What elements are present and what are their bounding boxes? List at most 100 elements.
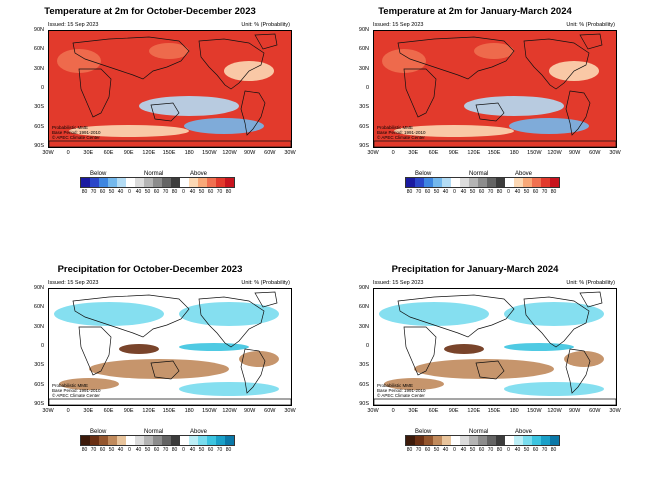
legend-swatch [135, 436, 144, 445]
category-below-label: Below [90, 171, 107, 177]
anomaly-region [444, 344, 484, 354]
legend-swatch [117, 436, 126, 445]
longitude-label: 120E [142, 150, 156, 156]
latitude-label: 30S [359, 104, 369, 111]
anomaly-region [59, 378, 119, 390]
anomaly-region [379, 302, 489, 326]
legend-swatch [198, 436, 207, 445]
longitude-label: 30W [367, 150, 379, 156]
legend-tick-label: 80 [81, 447, 88, 453]
legend-tick-label: 0 [507, 447, 510, 453]
category-above-label: Above [190, 171, 208, 177]
anomaly-region [504, 382, 604, 396]
longitude-label: 90W [569, 408, 581, 414]
legend-swatch [451, 436, 460, 445]
longitude-label: 0 [391, 408, 395, 414]
legend-swatch [478, 178, 487, 187]
panel-title: Precipitation for October-December 2023 [57, 264, 243, 275]
longitude-label: 60E [428, 150, 439, 156]
anomaly-region [474, 43, 514, 59]
legend-swatch [523, 436, 532, 445]
legend-tick-label: 70 [216, 447, 223, 453]
anomaly-region [179, 382, 279, 396]
legend-tick-label: 60 [99, 189, 106, 195]
credit-line: Probabilistic MME [377, 125, 414, 130]
latitude-label: 90N [33, 285, 44, 291]
latitude-label: 90S [359, 143, 369, 149]
legend-tick-label: 40 [117, 447, 124, 453]
anomaly-region [509, 118, 589, 134]
latitude-label: 60N [358, 304, 369, 311]
legend-tick-label: 0 [128, 447, 131, 453]
longitude-label: 60W [264, 408, 276, 414]
latitude-label: 60S [34, 381, 44, 388]
legend-tick-label: 60 [153, 189, 160, 195]
category-normal-label: Normal [144, 429, 164, 435]
category-above-label: Above [515, 171, 533, 177]
anomaly-region [239, 351, 279, 367]
continent-outline [397, 36, 515, 80]
legend-swatch [108, 436, 117, 445]
legend-tick-label: 50 [144, 447, 151, 453]
continent-outline [72, 294, 190, 338]
longitude-label: 60E [428, 408, 439, 414]
latitude-label: 90S [34, 401, 44, 407]
legend-swatch [514, 178, 523, 187]
legend-tick-label: 50 [433, 447, 440, 453]
continent-outline [254, 33, 278, 50]
legend-tick-label: 60 [478, 447, 485, 453]
legend-swatch [198, 178, 207, 187]
longitude-label: 90E [123, 408, 134, 414]
legend-swatch [550, 178, 559, 187]
longitude-label: 120E [467, 150, 481, 156]
latitude-label: 60S [359, 123, 369, 130]
legend-tick-label: 50 [469, 447, 476, 453]
credit-block: Probabilistic MME Base Period: 1991-2010 ©… [52, 383, 101, 399]
latitude-label: 0 [365, 85, 369, 91]
longitude-label: 180 [509, 408, 519, 414]
legend-tick-label: 40 [189, 189, 196, 195]
color-legend [80, 435, 235, 446]
forecast-map [373, 288, 617, 406]
longitude-label: 150W [527, 150, 542, 156]
panel-title: Precipitation for January-March 2024 [391, 264, 559, 275]
latitude-label: 90S [34, 143, 44, 149]
legend-tick-label: 80 [406, 447, 413, 453]
latitude-label: 0 [40, 343, 44, 349]
latitude-label: 90N [358, 27, 369, 33]
anomaly-region [464, 96, 564, 116]
panel-title: Temperature at 2m for January-March 2024 [378, 6, 572, 17]
latitude-label: 30N [33, 65, 44, 72]
legend-tick-label: 50 [144, 189, 151, 195]
longitude-label: 120W [222, 408, 237, 414]
legend-tick-label: 70 [216, 189, 223, 195]
legend-swatch [81, 436, 90, 445]
credit-block: Probabilistic MME Base Period: 1991-2010 ©… [377, 125, 426, 141]
legend-swatch [433, 436, 442, 445]
credit-line: © APEC Climate Center [377, 135, 425, 141]
legend-tick-label: 80 [496, 447, 503, 453]
legend-tick-label: 70 [415, 189, 422, 195]
longitude-label: 60W [589, 408, 601, 414]
legend-tick-label: 50 [523, 447, 530, 453]
category-below-label: Below [90, 429, 107, 435]
longitude-label: 180 [509, 150, 519, 156]
issued-date: Issued: 15 Sep 2023 [373, 22, 424, 28]
legend-swatch [442, 178, 451, 187]
legend-swatch [541, 178, 550, 187]
legend-tick-label: 40 [442, 189, 449, 195]
continent-outline [254, 291, 278, 308]
legend-swatch [514, 436, 523, 445]
anomaly-region [504, 302, 604, 326]
legend-swatch [153, 436, 162, 445]
longitude-label: 30W [42, 408, 54, 414]
credit-line: Base Period: 1991-2010 [52, 388, 101, 394]
longitude-label: 90W [569, 150, 581, 156]
legend-swatch [225, 436, 234, 445]
continent-outline [150, 102, 180, 122]
legend-swatch [162, 178, 171, 187]
legend-tick-label: 80 [406, 189, 413, 195]
legend-swatch [99, 178, 108, 187]
longitude-label: 90E [123, 150, 134, 156]
longitude-label: 30E [83, 408, 94, 414]
